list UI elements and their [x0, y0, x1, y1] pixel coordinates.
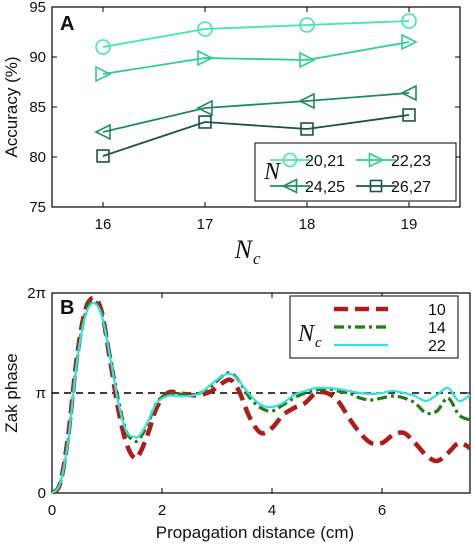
- panel-a-legend: N 20,21 22,23 24,25 26,27: [254, 142, 457, 202]
- panel-a-legend-label: 24,25: [305, 179, 345, 196]
- panel-a-legend-label: 22,23: [391, 153, 431, 170]
- panel-a-data-point: [197, 49, 214, 67]
- panel-a-legend-marker: [368, 152, 385, 168]
- panel-b-ytick-label: 2π: [27, 285, 46, 302]
- panel-b-legend-title-main: N: [297, 321, 316, 347]
- panel-a-xtick-label: 17: [197, 216, 214, 233]
- panel-b-legend-label: 14: [428, 320, 446, 337]
- panel-a-series-line-26-27: [102, 114, 410, 157]
- panel-a-ytick-label: 95: [29, 0, 46, 16]
- panel-b-series-line-10: [50, 295, 472, 495]
- panel-a-data-point: [299, 51, 316, 69]
- panel-a-legend-title: N: [263, 159, 282, 185]
- panel-a-ytick-label: 85: [29, 99, 46, 116]
- panel-b-xtick-label: 2: [158, 502, 166, 519]
- panel-a-series: [94, 13, 418, 163]
- panel-b-ylabel: Zak phase: [2, 353, 21, 432]
- panel-b-ticks: 0 2 4 6 0 π 2π: [27, 285, 470, 519]
- panel-a-chart: 16 17 18 19 75 80 85 90 95 A Accuracy (%) N c N …: [2, 0, 461, 268]
- panel-b-xtick-label: 4: [268, 502, 276, 519]
- panel-b-xtick-label: 6: [378, 502, 386, 519]
- panel-a-data-point: [401, 33, 418, 51]
- panel-a-xtick-label: 16: [95, 216, 112, 233]
- panel-a-xlabel-main: N: [234, 235, 254, 264]
- panel-a-data-point: [196, 99, 213, 117]
- panel-b-xtick-label: 0: [48, 502, 56, 519]
- panel-a-data-point: [299, 17, 315, 33]
- panel-a-series-line-24-25: [102, 92, 410, 133]
- panel-a-xlabel-sub: c: [253, 249, 261, 268]
- panel-b-chart: 0 2 4 6 0 π 2π B Zak phase Propagation distanc…: [2, 285, 472, 542]
- panel-b-series-line-22: [51, 301, 471, 494]
- panel-a-series-line-20-21: [102, 20, 410, 48]
- panel-a-data-point: [95, 39, 111, 55]
- panel-a-data-point: [197, 21, 213, 37]
- panel-a-data-point: [402, 108, 416, 122]
- panel-b-ytick-label: π: [36, 385, 46, 402]
- panel-a-ylabel: Accuracy (%): [2, 56, 21, 157]
- panel-b-letter: B: [60, 297, 74, 319]
- panel-a-legend-marker: [369, 179, 383, 193]
- panel-a-xtick-label: 19: [401, 216, 418, 233]
- panel-b-legend-label: 10: [428, 302, 446, 319]
- panel-a-ytick-label: 90: [29, 49, 46, 66]
- panel-a-legend-marker: [282, 152, 298, 168]
- panel-a-ytick-label: 75: [29, 199, 46, 216]
- panel-b-ytick-label: 0: [38, 485, 46, 502]
- panel-b-series: [50, 295, 472, 495]
- panel-a-series-line-22-23: [102, 41, 410, 75]
- panel-a-data-point: [198, 115, 212, 129]
- panel-a-data-point: [298, 92, 315, 110]
- panel-a-legend-box: [254, 142, 457, 202]
- panel-b-legend-box: [289, 295, 459, 359]
- panel-a-ticks: 16 17 18 19 75 80 85 90 95: [29, 0, 460, 233]
- panel-b-legend-title-sub: c: [315, 335, 322, 351]
- panel-a-legend-marker: [281, 178, 298, 194]
- panel-a-xlabel: N c: [234, 235, 261, 268]
- panel-a-legend-label: 26,27: [391, 179, 431, 196]
- panel-b-legend-label: 22: [428, 338, 446, 355]
- panel-a-xtick-label: 18: [299, 216, 316, 233]
- panel-a-data-point: [95, 65, 112, 83]
- panel-a-ytick-label: 80: [29, 149, 46, 166]
- panel-a-data-point: [94, 123, 111, 141]
- panel-a-data-point: [96, 149, 110, 163]
- panel-a-legend-label: 20,21: [305, 153, 345, 170]
- panel-a-data-point: [400, 84, 417, 102]
- panel-a-letter: A: [60, 13, 74, 35]
- panel-a-data-point: [300, 122, 314, 136]
- panel-a-data-point: [401, 13, 417, 29]
- panel-b-xlabel: Propagation distance (cm): [156, 523, 354, 542]
